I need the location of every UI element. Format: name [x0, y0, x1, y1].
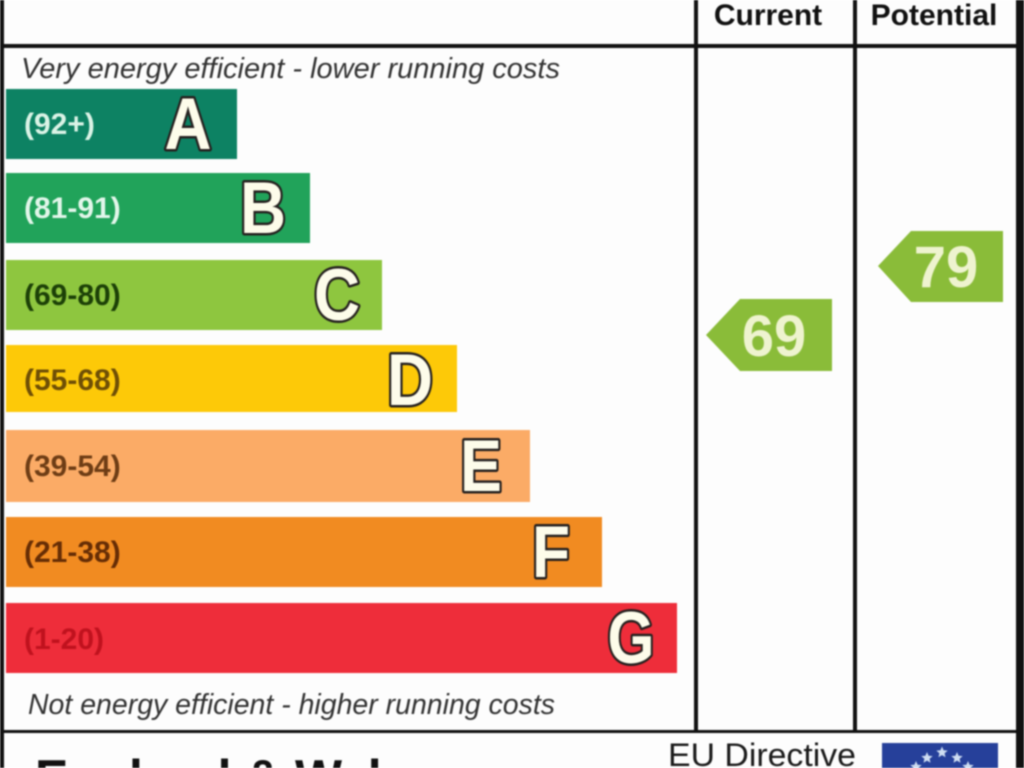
svg-text:A: A [165, 84, 212, 165]
svg-text:EU Directive: EU Directive [668, 737, 856, 768]
svg-text:Current: Current [714, 0, 822, 32]
svg-text:(81-91): (81-91) [24, 192, 121, 225]
svg-text:(1-20): (1-20) [24, 623, 104, 656]
svg-text:B: B [240, 168, 286, 249]
svg-text:Not energy efficient - higher: Not energy efficient - higher running co… [28, 689, 555, 721]
svg-text:(21-38): (21-38) [24, 536, 121, 569]
svg-text:F: F [532, 512, 570, 593]
svg-text:E: E [460, 426, 502, 507]
svg-text:(39-54): (39-54) [24, 450, 121, 483]
svg-text:(92+): (92+) [24, 108, 95, 141]
svg-text:(69-80): (69-80) [24, 279, 121, 312]
svg-text:69: 69 [742, 304, 807, 369]
svg-text:Very energy efficient - lower: Very energy efficient - lower running co… [21, 53, 560, 85]
svg-text:Potential: Potential [871, 0, 998, 32]
svg-text:England & Wales: England & Wales [35, 750, 437, 768]
svg-text:(55-68): (55-68) [24, 364, 121, 397]
svg-text:D: D [387, 340, 433, 421]
svg-text:79: 79 [914, 235, 979, 300]
svg-text:G: G [608, 598, 655, 679]
svg-text:C: C [314, 255, 360, 336]
